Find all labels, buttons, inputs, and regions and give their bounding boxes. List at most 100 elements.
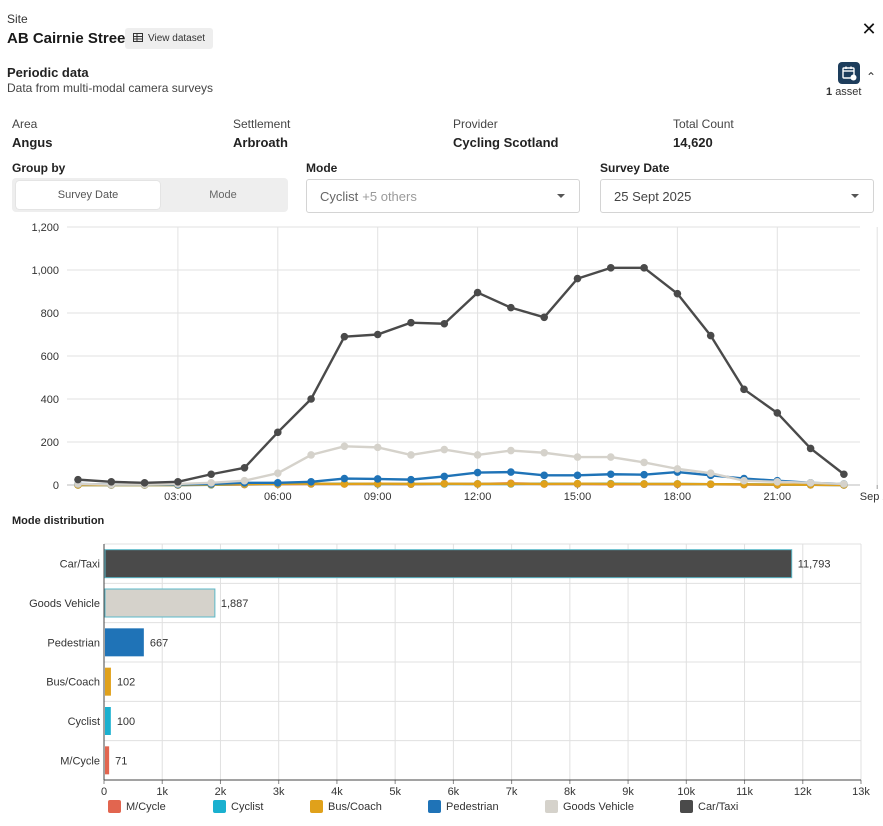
data-point-goods — [507, 446, 515, 455]
x-tick-label: 18:00 — [664, 491, 692, 503]
area-value: Angus — [12, 135, 53, 150]
x-tick-label: 1k — [156, 786, 168, 797]
bar-bus — [105, 667, 111, 696]
category-label: Car/Taxi — [60, 559, 100, 571]
legend-item[interactable]: Goods Vehicle — [545, 800, 680, 813]
data-point-goods — [840, 480, 848, 488]
data-point-bus — [540, 480, 548, 488]
x-tick-label: 15:00 — [564, 491, 592, 503]
mode-select[interactable]: Cyclist +5 others — [306, 179, 580, 213]
data-point-goods — [740, 476, 748, 485]
survey-date-select[interactable]: 25 Sept 2025 — [600, 179, 874, 213]
data-point-car — [207, 470, 215, 479]
chevron-up-icon[interactable]: ⌃ — [866, 70, 877, 84]
legend-item[interactable]: Bus/Coach — [310, 800, 428, 813]
x-tick-label: 10k — [677, 786, 695, 797]
legend-swatch — [680, 800, 693, 813]
bar-cyclist — [105, 707, 111, 735]
data-point-goods — [706, 469, 715, 477]
group-by-label: Group by — [12, 161, 66, 175]
asset-count: 1 asset — [826, 86, 862, 98]
data-point-pedestrian — [373, 475, 382, 483]
data-point-car — [640, 264, 648, 272]
site-name: AB Cairnie Street — [7, 30, 131, 47]
data-point-car — [440, 319, 449, 328]
legend-label: Cyclist — [231, 800, 264, 813]
data-point-car — [740, 385, 748, 394]
data-point-pedestrian — [573, 471, 582, 480]
data-point-bus — [573, 479, 582, 488]
legend-item[interactable]: Pedestrian — [428, 800, 545, 813]
close-icon[interactable]: ✕ — [861, 19, 877, 39]
survey-date-select-value: 25 Sept 2025 — [614, 188, 692, 204]
data-point-goods — [207, 479, 215, 487]
data-point-goods — [407, 451, 415, 459]
data-point-bus — [440, 479, 449, 488]
data-point-car — [107, 477, 116, 486]
data-point-car — [673, 289, 682, 298]
legend-swatch — [108, 800, 121, 813]
y-tick-label: 0 — [53, 480, 59, 492]
mode-distribution-bar-chart: 0 1k 2k 3k 4k 5k 6k 7k 8k 9k 10k 11k 12k 13k Car/Taxi 1… — [29, 543, 870, 797]
category-label: Cyclist — [68, 716, 100, 728]
view-dataset-button[interactable]: View dataset — [125, 28, 214, 49]
x-tick-label: 11k — [736, 786, 753, 797]
total-count-value: 14,620 — [673, 135, 713, 150]
data-point-goods — [540, 448, 548, 457]
data-point-pedestrian — [540, 471, 548, 480]
provider-label: Provider — [453, 117, 498, 131]
bar-value-label: 71 — [115, 755, 127, 767]
category-label: Bus/Coach — [46, 677, 100, 689]
data-point-bus — [706, 480, 715, 488]
data-point-goods — [607, 453, 615, 461]
y-tick-label: 1,000 — [31, 265, 59, 277]
group-by-survey-date-button[interactable]: Survey Date — [16, 181, 160, 209]
view-dataset-label: View dataset — [148, 33, 206, 44]
series-line-car — [77, 266, 845, 485]
table-icon — [133, 32, 143, 45]
data-point-goods — [773, 477, 782, 486]
settlement-value: Arbroath — [233, 135, 288, 150]
data-point-car — [174, 477, 182, 486]
caret-down-icon — [557, 194, 565, 198]
data-point-car — [806, 444, 815, 453]
settlement-label: Settlement — [233, 117, 291, 131]
x-tick-label: 3k — [273, 786, 285, 797]
data-point-pedestrian — [274, 479, 282, 487]
x-tick-label: 0 — [101, 786, 107, 797]
y-tick-label: 600 — [41, 351, 59, 363]
legend-label: Car/Taxi — [698, 800, 739, 813]
legend-item[interactable]: Car/Taxi — [680, 800, 760, 813]
category-label: Goods Vehicle — [29, 598, 100, 610]
group-by-mode-button[interactable]: Mode — [209, 189, 237, 201]
data-point-car — [307, 395, 315, 403]
y-tick-label: 800 — [41, 308, 59, 320]
data-point-car — [74, 475, 82, 484]
data-point-pedestrian — [640, 470, 648, 479]
data-point-goods — [806, 479, 815, 487]
x-tick-label: Sep 26 — [860, 491, 883, 503]
legend-label: Bus/Coach — [328, 800, 382, 813]
data-point-car — [507, 303, 515, 312]
group-by-toggle: Survey Date Mode — [12, 178, 288, 212]
x-tick-label: 9k — [622, 786, 634, 797]
bar-value-label: 1,887 — [221, 598, 249, 610]
data-point-goods — [673, 465, 682, 473]
data-point-pedestrian — [607, 470, 615, 479]
data-point-car — [840, 470, 848, 479]
legend-item[interactable]: Cyclist — [213, 800, 310, 813]
bar-car — [104, 549, 793, 579]
x-tick-label: 09:00 — [364, 491, 392, 503]
calendar-asset-icon[interactable] — [838, 62, 860, 84]
data-point-car — [373, 330, 382, 339]
legend-label: Goods Vehicle — [563, 800, 634, 813]
data-point-pedestrian — [507, 468, 515, 476]
legend-item[interactable]: M/Cycle — [108, 800, 213, 813]
hourly-count-line-chart: 0 200 400 600 800 1,000 1,200 03:00 06:00 09:00 12… — [31, 222, 883, 503]
data-point-bus — [673, 480, 682, 488]
area-label: Area — [12, 117, 38, 131]
data-point-bus — [507, 479, 515, 488]
x-tick-label: 2k — [215, 786, 227, 797]
data-point-pedestrian — [440, 472, 449, 481]
bar-goods — [104, 588, 216, 618]
